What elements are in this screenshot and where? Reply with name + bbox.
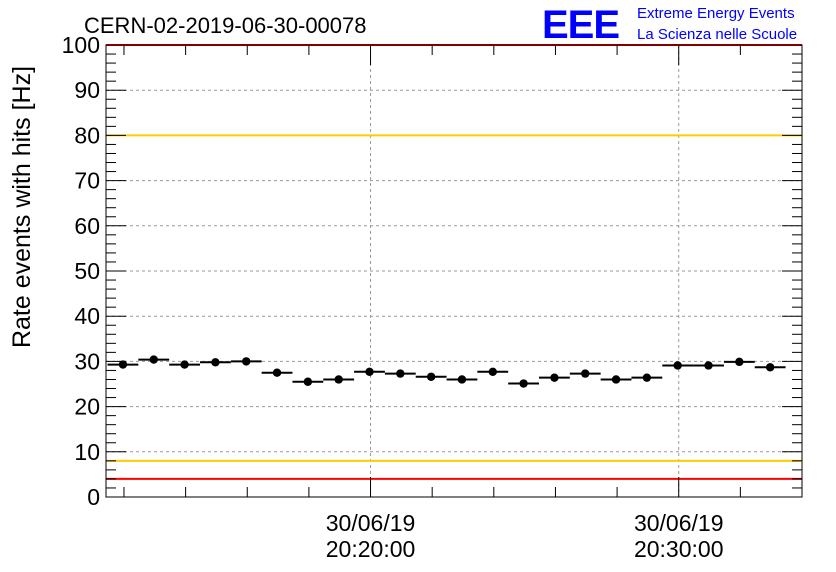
- data-point: [426, 372, 436, 381]
- data-point: [303, 377, 313, 386]
- data-point: [581, 369, 590, 378]
- y-tick-label: 20: [74, 394, 100, 420]
- data-point: [673, 361, 682, 370]
- data-point: [642, 373, 652, 382]
- x-tick-label-date: 30/06/19: [326, 510, 416, 536]
- data-point: [550, 373, 559, 382]
- data-point: [180, 360, 189, 369]
- y-tick-label: 100: [62, 32, 100, 58]
- data-point: [118, 360, 128, 369]
- data-point: [149, 355, 158, 364]
- data-point: [735, 357, 744, 367]
- reference-lines: [106, 44, 802, 480]
- y-axis: 0 10 20 30 40 50 60 70 80 90 100: [62, 32, 802, 510]
- data-point: [334, 375, 343, 384]
- data-point: [765, 363, 775, 372]
- data-point: [242, 357, 251, 366]
- x-tick-label-date: 30/06/19: [634, 510, 724, 536]
- data-point: [396, 369, 405, 378]
- eee-logo-line1: Extreme Energy Events: [637, 5, 795, 22]
- eee-logo-line2: La Scienza nelle Scuole: [637, 26, 797, 43]
- chart-title: CERN-02-2019-06-30-00078: [84, 13, 367, 38]
- eee-logo: EEE Extreme Energy Events La Scienza nel…: [542, 3, 797, 47]
- data-point: [457, 375, 467, 384]
- data-point: [488, 367, 497, 376]
- y-tick-label: 30: [74, 348, 100, 374]
- y-tick-label: 10: [74, 439, 100, 465]
- y-axis-label: Rate events with hits [Hz]: [8, 66, 36, 348]
- data-points: [107, 355, 786, 388]
- y-tick-label: 80: [74, 122, 100, 148]
- y-tick-label: 90: [74, 77, 100, 103]
- y-tick-label: 50: [74, 258, 100, 284]
- data-point: [519, 379, 528, 388]
- data-point: [365, 367, 374, 376]
- y-tick-label: 40: [74, 303, 100, 329]
- data-point: [611, 375, 621, 384]
- y-tick-label: 70: [74, 168, 100, 194]
- x-tick-label-time: 20:30:00: [634, 536, 724, 562]
- data-point: [272, 368, 282, 377]
- data-point: [704, 361, 713, 370]
- grid: [106, 45, 802, 497]
- y-tick-label: 0: [87, 484, 100, 510]
- data-point: [211, 358, 220, 367]
- y-tick-label: 60: [74, 213, 100, 239]
- eee-logo-mark: EEE: [542, 3, 619, 47]
- x-tick-label-time: 20:20:00: [326, 536, 416, 562]
